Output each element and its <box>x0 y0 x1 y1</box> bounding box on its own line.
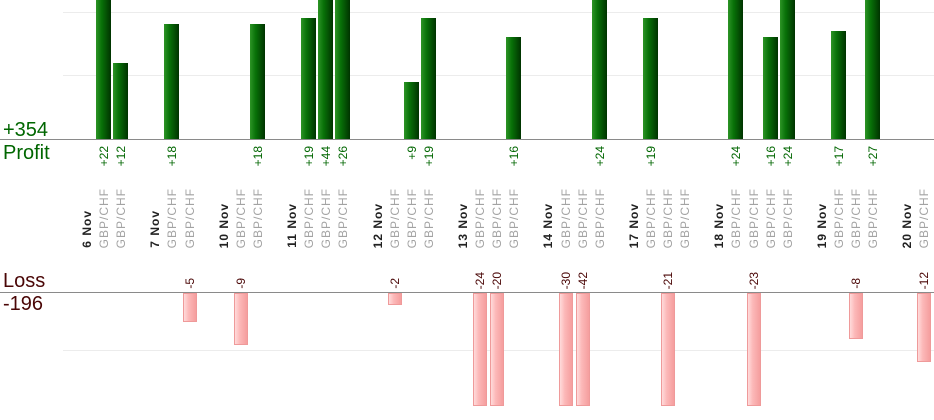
loss-bar <box>661 293 675 406</box>
profit-bar-label: +16 <box>764 146 778 167</box>
profit-bar-label: +16 <box>507 146 521 167</box>
profit-bar <box>780 0 795 139</box>
loss-bar <box>747 293 761 406</box>
loss-bar <box>576 293 590 406</box>
loss-bar <box>849 293 863 339</box>
loss-bar <box>490 293 504 406</box>
profit-bar-label: +44 <box>319 146 333 167</box>
profit-bar-label: +22 <box>97 146 111 167</box>
profit-bar-label: +19 <box>422 146 436 167</box>
loss-bar-label: -2 <box>388 278 402 289</box>
profit-bar <box>592 0 607 139</box>
profit-bar <box>164 24 179 139</box>
loss-bar <box>917 293 931 362</box>
loss-bars-area <box>0 293 934 406</box>
profit-bar <box>113 63 128 139</box>
loss-bar-label: -24 <box>473 271 487 289</box>
loss-bar-label: -20 <box>490 271 504 289</box>
profit-gridline <box>63 75 934 76</box>
profit-bar-label: +18 <box>251 146 265 167</box>
profit-bar-label: +19 <box>302 146 316 167</box>
profit-bar-label: +12 <box>114 146 128 167</box>
profit-bar-label: +17 <box>832 146 846 167</box>
profit-bar <box>865 0 880 139</box>
profit-bar-label: +19 <box>644 146 658 167</box>
profit-bar <box>421 18 436 139</box>
profit-bar <box>96 0 111 139</box>
profit-bar <box>318 0 333 139</box>
profit-bar-label: +24 <box>781 146 795 167</box>
profit-bar-label: +18 <box>165 146 179 167</box>
profit-bar <box>301 18 316 139</box>
profit-bar-label: +26 <box>336 146 350 167</box>
profit-bar <box>506 37 521 139</box>
loss-bar-label: -9 <box>234 278 248 289</box>
profit-bars-area <box>0 0 934 139</box>
loss-value-labels: -5 -9 -2 -24 -20 -30 -42 -21 -23 -8 -12 <box>0 200 934 289</box>
loss-bar <box>183 293 197 322</box>
loss-bar <box>234 293 248 345</box>
profit-bar <box>335 0 350 139</box>
loss-bar <box>559 293 573 406</box>
loss-bar-label: -8 <box>849 278 863 289</box>
profit-bar <box>643 18 658 139</box>
loss-bar-label: -30 <box>559 271 573 289</box>
profit-bar-label: +9 <box>405 146 419 160</box>
profit-axis-label: Profit <box>3 142 50 164</box>
profit-bar-label: +24 <box>729 146 743 167</box>
loss-baseline-axis <box>0 292 934 293</box>
profit-bar <box>404 82 419 139</box>
profit-bar <box>763 37 778 139</box>
loss-bar-label: -23 <box>747 271 761 289</box>
loss-bar <box>473 293 487 406</box>
profit-gridline <box>63 12 934 13</box>
profit-bar-label: +27 <box>866 146 880 167</box>
loss-axis-label: Loss <box>3 270 46 292</box>
loss-bar-label: -21 <box>661 271 675 289</box>
profit-baseline-axis <box>0 139 934 140</box>
profit-bar <box>831 31 846 139</box>
profit-bar-label: +24 <box>593 146 607 167</box>
loss-bar-label: -42 <box>576 271 590 289</box>
loss-bar <box>388 293 402 305</box>
loss-bar-label: -12 <box>917 271 931 289</box>
loss-total: -196 <box>3 293 44 315</box>
loss-bar-label: -5 <box>183 278 197 289</box>
profit-bar <box>728 0 743 139</box>
profit-total: +354 <box>3 119 49 141</box>
profit-bar <box>250 24 265 139</box>
